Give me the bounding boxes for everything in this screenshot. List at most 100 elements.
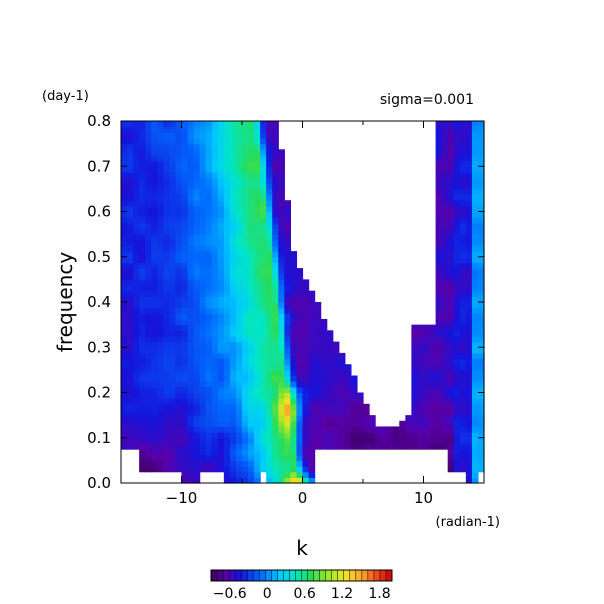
heatmap-cell xyxy=(260,279,267,286)
x-tick-label: 0 xyxy=(298,489,308,507)
heatmap-cell xyxy=(441,324,449,331)
heatmap-cell xyxy=(284,234,291,241)
heatmap-cell xyxy=(217,466,225,473)
heatmap-cell xyxy=(290,330,298,337)
heatmap-cell xyxy=(308,290,316,297)
heatmap-cell xyxy=(290,375,298,382)
heatmap-cell xyxy=(157,324,164,331)
heatmap-cell xyxy=(405,415,412,422)
heatmap-cell xyxy=(477,154,485,162)
heatmap-cell xyxy=(187,126,195,133)
heatmap-cell xyxy=(338,392,346,399)
heatmap-cell xyxy=(320,392,328,399)
heatmap-cell xyxy=(145,426,152,433)
heatmap-cell xyxy=(477,398,485,405)
heatmap-cell xyxy=(211,137,219,145)
heatmap-cell xyxy=(121,262,128,269)
heatmap-cell xyxy=(127,302,134,309)
heatmap-cell xyxy=(435,205,443,213)
heatmap-cell xyxy=(477,330,485,337)
heatmap-cell xyxy=(211,403,219,411)
heatmap-cell xyxy=(157,296,164,303)
heatmap-cell xyxy=(465,375,473,382)
heatmap-cell xyxy=(223,188,231,196)
heatmap-cell xyxy=(235,375,243,382)
heatmap-cell xyxy=(121,324,128,331)
heatmap-cell xyxy=(151,171,158,179)
heatmap-cell xyxy=(242,228,249,235)
heatmap-cell xyxy=(266,137,273,145)
heatmap-cell xyxy=(205,369,213,377)
heatmap-cell xyxy=(187,449,195,456)
heatmap-cell xyxy=(157,313,164,320)
heatmap-cell xyxy=(284,313,291,320)
heatmap-cell xyxy=(441,160,449,167)
heatmap-cell xyxy=(127,358,134,365)
heatmap-cell xyxy=(290,460,298,467)
heatmap-cell xyxy=(338,437,346,445)
heatmap-cell xyxy=(284,268,291,275)
heatmap-cell xyxy=(217,205,225,213)
heatmap-cell xyxy=(332,437,340,445)
y-tick-label: 0.6 xyxy=(87,203,111,221)
heatmap-cell xyxy=(447,160,455,167)
heatmap-cell xyxy=(139,352,146,360)
heatmap-cell xyxy=(217,171,225,179)
heatmap-cell xyxy=(121,318,128,326)
heatmap-cell xyxy=(477,132,485,139)
heatmap-cell xyxy=(423,432,431,439)
heatmap-cell xyxy=(187,307,195,314)
heatmap-cell xyxy=(235,302,243,309)
heatmap-cell xyxy=(320,381,328,388)
heatmap-cell xyxy=(139,205,146,213)
heatmap-cell xyxy=(363,426,370,433)
heatmap-cell xyxy=(477,205,485,213)
heatmap-cell xyxy=(453,335,461,343)
heatmap-cell xyxy=(163,403,170,411)
heatmap-cell xyxy=(290,302,298,309)
heatmap-cell xyxy=(260,239,267,247)
heatmap-cell xyxy=(121,245,128,252)
heatmap-cell xyxy=(278,324,285,331)
heatmap-cell xyxy=(151,364,158,371)
heatmap-cell xyxy=(435,313,443,320)
heatmap-cell xyxy=(199,426,207,433)
heatmap-cell xyxy=(441,188,449,196)
heatmap-cell xyxy=(441,307,449,314)
heatmap-cell xyxy=(417,324,425,331)
heatmap-cell xyxy=(308,409,316,416)
heatmap-cell xyxy=(296,364,304,371)
heatmap-cell xyxy=(447,268,455,275)
heatmap-cell xyxy=(272,188,279,196)
heatmap-cell xyxy=(145,200,152,207)
heatmap-cell xyxy=(453,341,461,348)
heatmap-cell xyxy=(151,166,158,173)
heatmap-cell xyxy=(248,449,255,456)
heatmap-cell xyxy=(193,166,201,173)
heatmap-cell xyxy=(229,194,237,201)
heatmap-cell xyxy=(133,194,140,201)
y-tick-label: 0.2 xyxy=(87,384,111,402)
heatmap-cell xyxy=(145,420,152,428)
heatmap-cell xyxy=(151,160,158,167)
heatmap-cell xyxy=(308,381,316,388)
heatmap-cell xyxy=(453,302,461,309)
heatmap-cell xyxy=(121,160,128,167)
heatmap-cell xyxy=(205,143,213,150)
heatmap-cell xyxy=(447,318,455,326)
heatmap-cell xyxy=(248,290,255,297)
heatmap-cell xyxy=(199,245,207,252)
heatmap-cell xyxy=(278,239,285,247)
heatmap-cell xyxy=(223,318,231,326)
heatmap-cell xyxy=(290,403,298,411)
heatmap-cell xyxy=(229,245,237,252)
heatmap-cell xyxy=(169,183,177,190)
heatmap-cell xyxy=(477,409,485,416)
heatmap-cell xyxy=(417,347,425,354)
heatmap-cell xyxy=(242,341,249,348)
y-axis: 0.00.10.20.30.40.50.60.70.8 xyxy=(87,112,484,492)
heatmap-cell xyxy=(272,352,279,360)
heatmap-cell xyxy=(308,443,316,450)
heatmap-cell xyxy=(471,194,479,201)
heatmap-cell xyxy=(193,245,201,252)
